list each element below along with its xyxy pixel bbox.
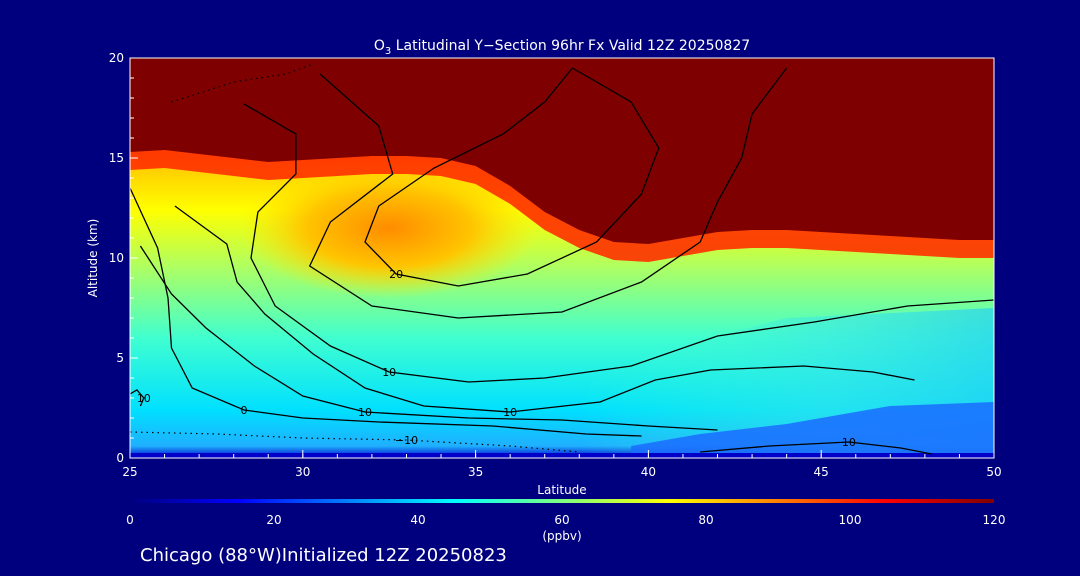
y-tick-label: 20	[109, 51, 124, 65]
colorbar-tick-label: 60	[554, 513, 569, 527]
colorbar-tick-label: 20	[266, 513, 281, 527]
contour-line-6	[700, 441, 932, 455]
contour-label: 10	[503, 406, 517, 419]
y-axis-label: Altitude (km)	[86, 219, 100, 298]
contour-label: −10	[395, 434, 418, 447]
colorbar: 0 20 40 60 80 100 120 (ppbv)	[126, 499, 1005, 543]
colorbar-tick-label: 40	[410, 513, 425, 527]
title-text: Latitudinal Y−Section 96hr Fx Valid 12Z …	[391, 38, 750, 54]
colorbar-tick-label: 120	[983, 513, 1006, 527]
contour-label: 10	[137, 392, 151, 405]
enhanced-ozone-region	[239, 158, 540, 298]
contour-line-0	[364, 67, 660, 287]
y-tick-label: 10	[109, 251, 124, 265]
x-axis-label: Latitude	[537, 483, 586, 497]
colorbar-tick-label: 80	[698, 513, 713, 527]
y-tick-label: 0	[116, 451, 124, 465]
colorbar-unit: (ppbv)	[542, 529, 581, 543]
svg-text:O3 Latitudinal Y−Section 96hr: O3 Latitudinal Y−Section 96hr Fx Valid 1…	[374, 38, 750, 57]
contour-line-3	[174, 205, 915, 413]
chart-title: O3 Latitudinal Y−Section 96hr Fx Valid 1…	[374, 38, 750, 57]
x-tick-label: 45	[814, 465, 829, 479]
negative-contour-line-1	[171, 63, 314, 103]
x-tick-label: 30	[295, 465, 310, 479]
y-tick-label: 15	[109, 151, 124, 165]
title-subscript: 3	[385, 46, 391, 57]
boundary-layer-region	[631, 402, 994, 458]
contour-label: 10	[842, 436, 856, 449]
contour-label: 10	[382, 366, 396, 379]
surface-layer-region	[130, 453, 994, 458]
colorbar-gradient	[130, 499, 994, 503]
colorbar-tick-label: 0	[126, 513, 134, 527]
contour-line-4	[139, 245, 718, 431]
stratospheric-ozone-region	[130, 58, 994, 244]
x-tick-label: 50	[986, 465, 1001, 479]
contour-line-1	[308, 67, 788, 319]
x-tick-label: 25	[122, 465, 137, 479]
title-ozone-symbol: O	[374, 38, 385, 54]
contour-label: 10	[358, 406, 372, 419]
x-tick-label: 35	[468, 465, 483, 479]
plot-area: 20 10 10 10 0 10 10 −10	[130, 58, 994, 458]
negative-contour-line-0	[130, 431, 580, 453]
y-tick-label: 5	[116, 351, 124, 365]
footer-initialized-text: Chicago (88°W)Initialized 12Z 20250823	[140, 545, 507, 566]
contour-line-2	[243, 103, 994, 383]
y-axis: 0 5 10 15 20	[109, 51, 138, 465]
contour-label: 20	[389, 268, 403, 281]
colorbar-tick-label: 100	[839, 513, 862, 527]
contour-line-5	[130, 187, 642, 437]
x-axis: 25 30 35 40 45 50	[122, 450, 1002, 479]
x-tick-label: 40	[641, 465, 656, 479]
contour-label: 0	[241, 404, 248, 417]
contour-line-7	[130, 389, 145, 407]
